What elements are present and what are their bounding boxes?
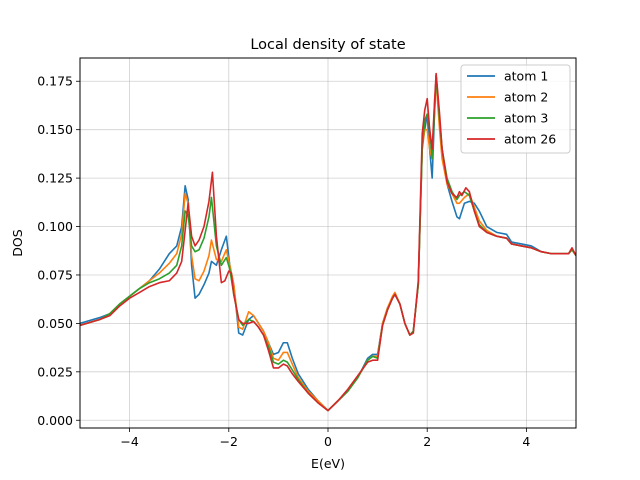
y-axis-label: DOS bbox=[10, 229, 25, 256]
y-tick-label: 0.025 bbox=[37, 364, 73, 379]
x-axis-label: E(eV) bbox=[311, 456, 345, 471]
y-tick-label: 0.050 bbox=[37, 316, 73, 331]
y-tick-label: 0.100 bbox=[37, 219, 73, 234]
grid-lines bbox=[80, 58, 576, 428]
legend-frame bbox=[460, 64, 571, 154]
legend: atom 1 atom 2 atom 3 atom 26 bbox=[460, 64, 571, 154]
series-lines bbox=[80, 72, 576, 412]
series-line-3 bbox=[80, 74, 576, 412]
x-tick-label: −4 bbox=[120, 434, 138, 449]
legend-label: atom 2 bbox=[504, 90, 548, 105]
y-tick-label: 0.150 bbox=[37, 122, 73, 137]
y-tick-label: 0.175 bbox=[37, 74, 73, 89]
axis-ticks: −4 −2 0 2 4 0.000 0.025 0.050 0.075 0.100 0.125 0.1… bbox=[37, 74, 530, 449]
x-tick-label: 2 bbox=[423, 434, 431, 449]
y-tick-label: 0.075 bbox=[37, 267, 73, 282]
chart-title: Local density of state bbox=[250, 37, 405, 53]
series-line-4 bbox=[80, 72, 576, 412]
legend-label: atom 1 bbox=[504, 69, 548, 84]
y-tick-label: 0.000 bbox=[37, 413, 73, 428]
legend-label: atom 3 bbox=[504, 111, 548, 126]
x-tick-label: 0 bbox=[324, 434, 332, 449]
x-tick-label: −2 bbox=[220, 434, 238, 449]
y-tick-label: 0.125 bbox=[37, 171, 73, 186]
x-tick-label: 4 bbox=[522, 434, 530, 449]
legend-label: atom 26 bbox=[504, 132, 556, 147]
